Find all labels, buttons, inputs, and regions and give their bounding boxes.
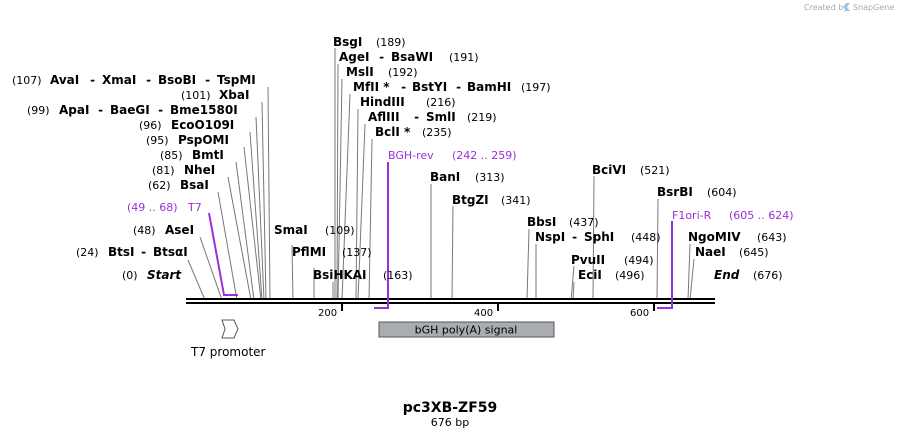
site-label-pvuii[interactable]: PvuII (494) [571,253,654,267]
site-label-ecoo109i[interactable]: (96) EcoO109I [139,118,234,132]
site-label-ngomiv[interactable]: NgoMIV (643) [688,230,787,244]
site-label-pflmi[interactable]: PflMI (137) [292,245,372,259]
primer-label-t7[interactable]: (49 .. 68) T7 [127,201,202,214]
site-label-afliii-smli[interactable]: AflIII - SmlI (219) [368,110,497,124]
tick-label-200: 200 [318,308,337,319]
site-label-bcli[interactable]: BclI * (235) [375,125,452,139]
site-label-nhei[interactable]: (81) NheI [152,163,215,177]
map-length: 676 bp [431,416,469,429]
site-label-smai[interactable]: SmaI (109) [274,223,355,237]
map-title: pc3XB-ZF59 [403,400,498,416]
site-label-mfii-bstyi-bamhi[interactable]: MfII * - BstYI - BamHI (197) [353,80,551,94]
feature-bgh-polya-label: bGH poly(A) signal [415,324,518,337]
site-label-naei[interactable]: NaeI (645) [695,245,769,259]
site-label-apai-baegi-bme1580i[interactable]: (99) ApaI - BaeGI - Bme1580I [27,103,238,117]
site-label-ecii[interactable]: EciI (496) [578,268,645,282]
site-label-agei-bsawi[interactable]: AgeI - BsaWI (191) [339,50,479,64]
primer-marks [208,162,673,309]
site-label-hindiii[interactable]: HindIII (216) [360,95,456,109]
site-label-nspi-sphi[interactable]: NspI - SphI (448) [535,230,661,244]
credit-brand: SnapGene [853,3,894,12]
primer-label-f1ori-r[interactable]: F1ori-R (605 .. 624) [672,209,794,222]
site-label-asei[interactable]: (48) AseI [133,223,194,237]
site-label-avai-xmai-bsobi-tspmi[interactable]: (107) AvaI - XmaI - BsoBI - TspMI [12,73,256,87]
end-label: End (676) [714,268,783,282]
site-label-btsi-btsai[interactable]: (24) BtsI - BtsαI [76,245,188,259]
t7-promoter-arrow-icon[interactable] [221,319,239,339]
leader-lines [187,48,695,301]
site-label-bsgi[interactable]: BsgI (189) [333,35,406,49]
tick-label-600: 600 [630,308,649,319]
site-label-btgzi[interactable]: BtgZI (341) [452,193,531,207]
scale-ticks [341,304,655,311]
site-label-bcivi[interactable]: BciVI (521) [592,163,670,177]
site-label-bani[interactable]: BanI (313) [430,170,505,184]
feature-t7-promoter-label[interactable]: T7 promoter [190,345,266,359]
feature-bgh-polya-bar[interactable] [378,321,555,338]
credit-text: Created by [804,3,848,12]
backbone [186,298,715,304]
start-label: (0) Start [122,268,182,282]
snapgene-logo-icon [843,3,850,11]
site-label-bsrbi[interactable]: BsrBI (604) [657,185,737,199]
site-label-bsai[interactable]: (62) BsaI [148,178,209,192]
site-label-xbai[interactable]: (101) XbaI [181,88,249,102]
site-label-bbsi[interactable]: BbsI (437) [527,215,599,229]
site-label-msli[interactable]: MslI (192) [346,65,418,79]
site-label-pspomi[interactable]: (95) PspOMI [146,133,229,147]
site-label-bsihkai[interactable]: BsiHKAI (163) [313,268,413,282]
primer-label-bgh-rev[interactable]: BGH-rev (242 .. 259) [388,149,517,162]
site-label-bmti[interactable]: (85) BmtI [160,148,224,162]
tick-label-400: 400 [474,308,493,319]
